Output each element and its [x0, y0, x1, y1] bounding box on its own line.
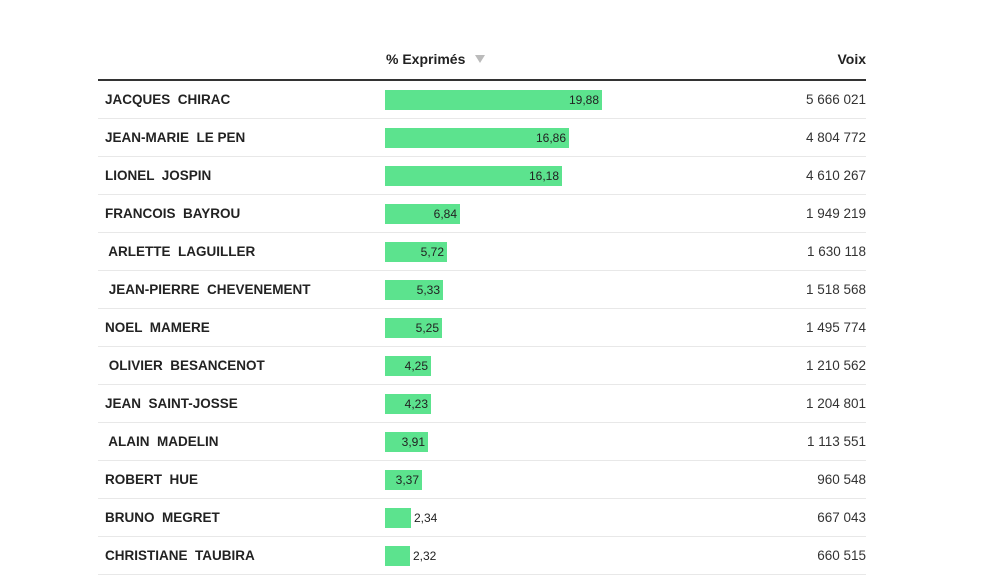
bar-cell: 2,34: [385, 508, 685, 528]
candidate-name: JEAN SAINT-JOSSE: [105, 396, 238, 411]
pct-bar: [385, 470, 422, 490]
bar-cell: 16,86: [385, 128, 685, 148]
candidate-name: ROBERT HUE: [105, 472, 199, 487]
pct-bar: [385, 508, 411, 528]
pct-value-label: 3,37: [395, 473, 419, 487]
results-table: % Exprimés Voix JACQUES CHIRAC 19,88 5 666…: [98, 40, 866, 575]
header-pct-exprimes[interactable]: % Exprimés: [386, 51, 486, 67]
table-row: JEAN SAINT-JOSSE 4,23 1 204 801: [98, 385, 866, 423]
table-row: LIONEL JOSPIN 16,18 4 610 267: [98, 157, 866, 195]
pct-bar: [385, 546, 410, 566]
candidate-name: JEAN-MARIE LE PEN: [105, 130, 246, 145]
voix-value: 4 804 772: [805, 130, 866, 145]
bar-cell: 4,25: [385, 356, 685, 376]
table-row: FRANCOIS BAYROU 6,84 1 949 219: [98, 195, 866, 233]
voix-value: 1 204 801: [805, 396, 866, 411]
voix-value: 1 495 774: [805, 320, 866, 335]
bar-cell: 16,18: [385, 166, 685, 186]
candidate-name: NOEL MAMERE: [105, 320, 210, 335]
header-voix[interactable]: Voix: [837, 51, 866, 67]
bar-cell: 5,25: [385, 318, 685, 338]
voix-value: 1 630 118: [806, 244, 866, 259]
pct-value-label: 16,86: [536, 131, 567, 145]
pct-value-label: 5,72: [420, 245, 444, 259]
candidate-name: FRANCOIS BAYROU: [105, 206, 241, 221]
pct-bar: [385, 432, 428, 452]
table-body: JACQUES CHIRAC 19,88 5 666 021 JEAN-MARIE L…: [98, 81, 866, 575]
pct-value-label: 6,84: [433, 207, 457, 221]
bar-cell: 2,32: [385, 546, 685, 566]
voix-value: 960 548: [817, 472, 866, 487]
pct-value-label: 5,25: [415, 321, 439, 335]
table-row: JACQUES CHIRAC 19,88 5 666 021: [98, 81, 866, 119]
table-row: NOEL MAMERE 5,25 1 495 774: [98, 309, 866, 347]
pct-value-label: 4,25: [404, 359, 428, 373]
candidate-name: JEAN-PIERRE CHEVENEMENT: [105, 282, 311, 297]
voix-value: 1 518 568: [805, 282, 866, 297]
pct-value-label: 16,18: [529, 169, 560, 183]
bar-cell: 6,84: [385, 204, 685, 224]
candidate-name: ARLETTE LAGUILLER: [105, 244, 256, 259]
sort-down-icon[interactable]: [475, 55, 486, 63]
voix-value: 1 210 562: [805, 358, 866, 373]
candidate-name: BRUNO MEGRET: [105, 510, 220, 525]
pct-value-label: 2,34: [414, 511, 438, 525]
pct-bar: [385, 318, 442, 338]
table-row: ALAIN MADELIN 3,91 1 113 551: [98, 423, 866, 461]
table-row: ARLETTE LAGUILLER 5,72 1 630 118: [98, 233, 866, 271]
bar-cell: 5,72: [385, 242, 685, 262]
bar-cell: 3,37: [385, 470, 685, 490]
pct-bar: [385, 166, 562, 186]
candidate-name: CHRISTIANE TAUBIRA: [105, 548, 255, 563]
voix-value: 1 113 551: [806, 434, 866, 449]
table-row: CHRISTIANE TAUBIRA 2,32 660 515: [98, 537, 866, 575]
bar-cell: 4,23: [385, 394, 685, 414]
table-row: JEAN-MARIE LE PEN 16,86 4 804 772: [98, 119, 866, 157]
voix-value: 667 043: [817, 510, 866, 525]
pct-bar: [385, 394, 431, 414]
pct-value-label: 4,23: [404, 397, 428, 411]
candidate-name: OLIVIER BESANCENOT: [105, 358, 265, 373]
bar-cell: 19,88: [385, 90, 685, 110]
table-header: % Exprimés Voix: [98, 40, 866, 81]
pct-bar: [385, 280, 443, 300]
pct-bar: [385, 356, 431, 376]
candidate-name: JACQUES CHIRAC: [105, 92, 231, 107]
table-row: OLIVIER BESANCENOT 4,25 1 210 562: [98, 347, 866, 385]
table-row: BRUNO MEGRET 2,34 667 043: [98, 499, 866, 537]
table-row: ROBERT HUE 3,37 960 548: [98, 461, 866, 499]
candidate-name: ALAIN MADELIN: [105, 434, 219, 449]
pct-bar: [385, 128, 569, 148]
header-pct-label[interactable]: % Exprimés: [386, 51, 466, 67]
pct-value-label: 5,33: [416, 283, 440, 297]
pct-bar: [385, 204, 460, 224]
pct-value-label: 2,32: [413, 549, 437, 563]
pct-bar: [385, 90, 602, 110]
voix-value: 4 610 267: [805, 168, 866, 183]
pct-value-label: 19,88: [569, 93, 600, 107]
table-row: JEAN-PIERRE CHEVENEMENT 5,33 1 518 568: [98, 271, 866, 309]
bar-cell: 5,33: [385, 280, 685, 300]
pct-bar: [385, 242, 447, 262]
bar-cell: 3,91: [385, 432, 685, 452]
voix-value: 5 666 021: [805, 92, 866, 107]
candidate-name: LIONEL JOSPIN: [105, 168, 212, 183]
pct-value-label: 3,91: [401, 435, 425, 449]
voix-value: 1 949 219: [805, 206, 866, 221]
voix-value: 660 515: [817, 548, 866, 563]
